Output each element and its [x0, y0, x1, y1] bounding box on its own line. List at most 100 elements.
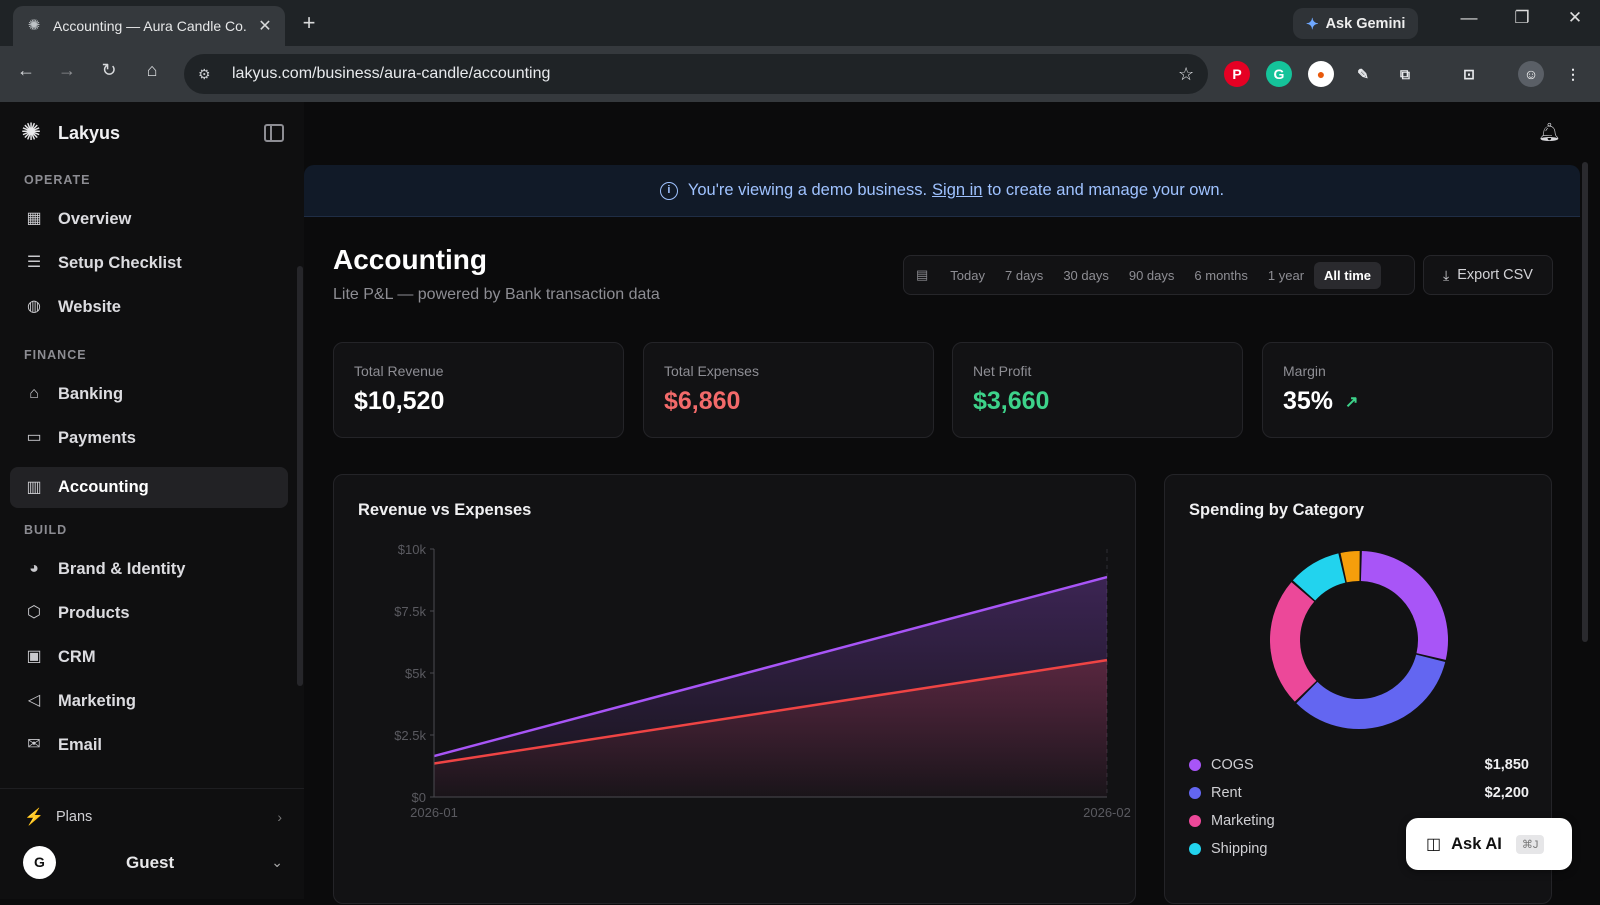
spending-donut-chart [1270, 551, 1448, 729]
legend-label: Marketing [1211, 813, 1275, 829]
page-subtitle: Lite P&L — powered by Bank transaction d… [333, 286, 660, 303]
bookmark-star-icon[interactable]: ☆ [1178, 63, 1195, 84]
forward-icon[interactable]: → [58, 60, 76, 80]
browser-menu-icon[interactable]: ⋮ [1566, 66, 1580, 82]
bank-icon: ⌂ [29, 385, 39, 402]
chart-title: Spending by Category [1189, 501, 1365, 519]
export-csv-button[interactable]: ⤓ Export CSV [1423, 255, 1553, 295]
sidebar-item-label: Overview [58, 209, 132, 228]
page-title: Accounting [333, 244, 487, 275]
browser-tab[interactable]: ✺ Accounting — Aura Candle Co. ✕ [13, 6, 285, 46]
plans-label: Plans [56, 809, 93, 825]
x-tick-label: 2026-01 [410, 805, 458, 820]
color-extension-icon[interactable]: ● [1308, 61, 1334, 87]
y-tick-label: $5k [405, 666, 426, 681]
ask-ai-button[interactable]: ◫ Ask AI ⌘J [1406, 818, 1572, 870]
address-bar[interactable]: ⚙ lakyus.com/business/aura-candle/accoun… [184, 54, 1208, 94]
minimize-icon[interactable]: — [1460, 8, 1478, 27]
sidebar-item-banking[interactable]: ⌂ Banking [10, 374, 288, 414]
sidebar-item-overview[interactable]: ▦ Overview [10, 199, 288, 239]
card-icon: ▭ [26, 429, 42, 446]
banner-text: You're viewing a demo business. [687, 181, 928, 199]
user-name: Guest [126, 852, 175, 872]
legend-label: Rent [1211, 785, 1242, 801]
site-info-icon[interactable]: ⚙ [198, 65, 211, 82]
legend-amount: $1,850 [1484, 757, 1529, 773]
sidebar-item-marketing[interactable]: ◁ Marketing [10, 681, 288, 721]
notifications-bell-icon[interactable]: 🔔︎ [1538, 122, 1561, 142]
grammarly-extension-icon[interactable]: G [1266, 61, 1292, 87]
donut-slice-cogs [1360, 551, 1448, 660]
sidebar-item-label: Email [58, 735, 103, 754]
sidebar: ✺ Lakyus OPERATE ▦ Overview ☰ Setup Chec… [0, 102, 304, 899]
new-tab-button[interactable]: + [302, 10, 316, 35]
stat-label: Total Expenses [664, 363, 759, 379]
sidebar-item-products[interactable]: ⬡ Products [10, 593, 288, 633]
url-text[interactable]: lakyus.com/business/aura-candle/accounti… [232, 65, 551, 82]
legend-dot [1189, 815, 1201, 827]
range-option-30-days[interactable]: 30 days [1063, 267, 1109, 283]
contact-icon: ▣ [26, 648, 42, 665]
range-option-90-days[interactable]: 90 days [1128, 267, 1175, 283]
sidebar-scrollbar[interactable] [297, 266, 303, 686]
main-scrollbar[interactable] [1582, 162, 1588, 642]
reload-icon[interactable]: ↻ [101, 60, 117, 80]
y-tick-label: $0 [412, 790, 426, 805]
eyedropper-extension-icon[interactable]: ✎ [1357, 66, 1369, 82]
pinterest-extension-icon[interactable]: P [1224, 61, 1250, 87]
ask-gemini-label: Ask Gemini [1325, 15, 1406, 32]
checklist-icon: ☰ [26, 254, 42, 271]
restore-icon[interactable]: ❐ [1514, 8, 1530, 27]
range-option-7-days[interactable]: 7 days [1005, 267, 1044, 283]
plans-link[interactable]: ⚡ Plans › [24, 807, 282, 827]
sidebar-item-setup-checklist[interactable]: ☰ Setup Checklist [10, 243, 288, 283]
palette-icon: ◕ [29, 560, 39, 577]
close-window-icon[interactable]: ✕ [1567, 8, 1583, 27]
range-option-6-months[interactable]: 6 months [1194, 267, 1248, 283]
range-option-1-year[interactable]: 1 year [1267, 267, 1305, 283]
mail-icon: ✉ [27, 736, 41, 753]
y-tick-label: $10k [398, 542, 427, 557]
info-icon: i [659, 181, 678, 200]
legend-dot [1189, 759, 1201, 771]
grid-icon: ▦ [26, 210, 42, 227]
collapse-sidebar-icon[interactable] [264, 124, 284, 142]
ask-gemini-button[interactable]: ✦ Ask Gemini [1293, 8, 1419, 39]
browser-tabbar: ✺ Accounting — Aura Candle Co. ✕ + ✦ Ask… [0, 0, 1600, 46]
lakyus-logo-icon: ✺ [20, 119, 42, 146]
demo-banner: i You're viewing a demo business. Sign i… [304, 165, 1580, 217]
donut-slice-shipping [1292, 553, 1346, 601]
sidebar-item-payments[interactable]: ▭ Payments [10, 418, 288, 458]
brand[interactable]: ✺ Lakyus [16, 118, 120, 148]
legend-dot [1189, 843, 1201, 855]
chart-title: Revenue vs Expenses [358, 501, 532, 519]
range-option-all-time[interactable]: All time [1314, 261, 1381, 289]
stat-value: 35% [1283, 387, 1334, 415]
tab-search-icon[interactable]: ⊡ [1463, 66, 1475, 82]
extensions-puzzle-icon[interactable]: ⧉ [1400, 66, 1410, 82]
stat-value: $3,660 [973, 387, 1050, 415]
date-range-selector: ▤ Today 7 days 30 days 90 days 6 months … [903, 255, 1415, 295]
sidebar-item-label: Setup Checklist [58, 253, 182, 272]
stat-value: $6,860 [664, 387, 741, 415]
y-tick-label: $2.5k [394, 728, 426, 743]
profile-avatar[interactable]: ☺ [1518, 61, 1544, 87]
back-icon[interactable]: ← [17, 60, 35, 80]
sidebar-item-website[interactable]: ◍ Website [10, 287, 288, 327]
stat-card-total-revenue: Total Revenue $10,520 [333, 342, 624, 438]
legend-item-rent: Rent $2,200 [1189, 785, 1529, 801]
user-menu[interactable]: G Guest ⌄ [23, 846, 283, 879]
y-tick-label: $7.5k [394, 604, 426, 619]
tab-title: Accounting — Aura Candle Co. [53, 18, 247, 34]
range-option-today[interactable]: Today [950, 267, 985, 283]
revenue-expenses-chart: $0 $2.5k $5k $7.5k $10k 2026-01 2026-02 [394, 542, 1131, 820]
sidebar-item-label: CRM [58, 647, 96, 666]
sign-in-link[interactable]: Sign in [932, 181, 983, 199]
sidebar-item-accounting[interactable]: ▥ Accounting [10, 467, 288, 508]
home-icon[interactable]: ⌂ [146, 60, 158, 80]
sidebar-item-crm[interactable]: ▣ CRM [10, 637, 288, 677]
sidebar-item-email[interactable]: ✉ Email [10, 725, 288, 765]
sidebar-item-brand-identity[interactable]: ◕ Brand & Identity [10, 549, 288, 589]
close-tab-icon[interactable]: ✕ [258, 18, 272, 35]
donut-slice-marketing [1270, 582, 1317, 702]
